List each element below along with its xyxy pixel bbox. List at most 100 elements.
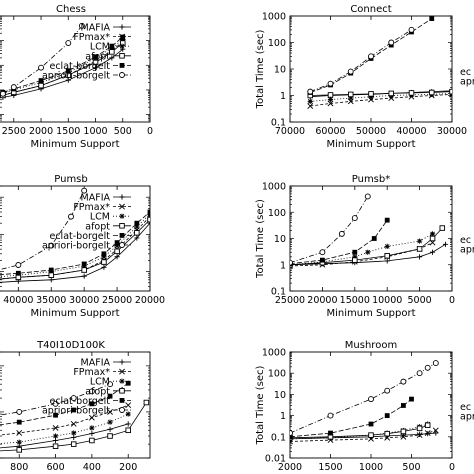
plot-frame xyxy=(0,351,151,459)
data-point-afopt xyxy=(388,90,395,97)
data-point-apriori-borgelt xyxy=(10,84,17,91)
data-point-afopt xyxy=(429,235,436,242)
x-tick-label: 0 xyxy=(449,462,455,473)
data-point-afopt xyxy=(429,89,435,96)
data-point-LCM xyxy=(429,231,436,237)
series-line-apriori-borgelt xyxy=(0,190,85,271)
legend-label: LCM xyxy=(90,212,110,223)
data-point-apriori-borgelt xyxy=(107,381,113,388)
data-point-FPmax* xyxy=(424,430,431,436)
y-tick-label: 1 xyxy=(280,260,286,271)
legend: ecapri xyxy=(460,402,474,423)
data-point-apriori-borgelt xyxy=(88,388,95,395)
legend-label-clipped: ec xyxy=(460,67,471,78)
legend-label: MAFIA xyxy=(81,23,111,34)
x-tick-label: 15000 xyxy=(340,295,370,306)
data-point-apriori-borgelt xyxy=(347,68,354,75)
data-point-apriori-borgelt xyxy=(78,22,85,29)
data-point-LCM xyxy=(352,254,358,260)
x-tick-label: 600 xyxy=(46,462,64,473)
legend-label: MAFIA xyxy=(81,358,111,369)
y-tick-label: 10 xyxy=(274,390,286,401)
y-tick-label: 1 xyxy=(280,91,286,102)
data-point-MAFIA xyxy=(92,65,99,71)
y-tick-label: 1000 xyxy=(262,348,286,359)
legend-label: afopt xyxy=(85,221,110,232)
data-point-eclat-borgelt xyxy=(65,68,71,74)
data-point-MAFIA xyxy=(101,264,107,270)
data-point-apriori-borgelt xyxy=(400,378,407,385)
series-line-FPmax* xyxy=(310,94,452,107)
data-point-afopt xyxy=(143,399,150,406)
data-point-LCM xyxy=(384,243,390,250)
legend-marker xyxy=(119,398,125,403)
data-point-apriori-borgelt xyxy=(290,430,293,437)
x-axis-label: Minimum Support xyxy=(326,308,415,319)
x-tick-label: 60000 xyxy=(315,126,345,137)
x-tick-label: 800 xyxy=(10,462,28,473)
chart-2: Connect 70000 60000 50000 40000 30000 0.1 1 10 10… xyxy=(255,4,474,150)
data-point-MAFIA xyxy=(107,426,113,432)
data-point-FPmax* xyxy=(52,424,59,431)
chart-title: Pumsb xyxy=(54,174,88,185)
data-point-eclat-borgelt xyxy=(368,421,374,427)
legend-label: eclat-borgelt xyxy=(49,396,110,407)
data-point-afopt xyxy=(114,248,120,255)
y-tick-label: 100 xyxy=(268,208,286,219)
data-point-afopt xyxy=(134,230,140,236)
series-line-FPmax* xyxy=(290,430,436,442)
legend-label: LCM xyxy=(90,377,110,388)
data-point-eclat-borgelt xyxy=(320,257,325,263)
data-point-apriori-borgelt xyxy=(416,370,423,377)
series-line-afopt xyxy=(0,402,147,452)
data-point-eclat-borgelt xyxy=(89,401,95,407)
legend-marker xyxy=(119,53,125,59)
data-point-afopt xyxy=(384,430,390,437)
data-point-afopt xyxy=(101,259,107,265)
series-line-apriori-borgelt xyxy=(290,362,437,434)
data-point-eclat-borgelt xyxy=(81,261,87,267)
data-point-apriori-borgelt xyxy=(0,90,6,97)
legend: ecapri xyxy=(460,67,474,88)
legend-marker xyxy=(119,233,125,238)
series-line-apriori-borgelt xyxy=(310,29,412,92)
y-tick-label: 1000 xyxy=(262,12,286,23)
series-group xyxy=(0,187,150,284)
data-point-afopt xyxy=(424,422,431,429)
chart-title: Mushroom xyxy=(345,340,397,351)
legend-label: apriori-borgelt xyxy=(42,71,110,82)
y-tick-label: 0.1 xyxy=(271,118,286,129)
chart-3: Pumsb 40000 35000 30000 25000 20000 Minimum Su… xyxy=(0,174,165,319)
x-tick-label: 500 xyxy=(114,126,132,137)
data-point-MAFIA xyxy=(89,430,95,437)
data-point-LCM xyxy=(16,439,22,445)
y-axis-label: Total Time (sec) xyxy=(255,365,266,445)
legend-marker xyxy=(119,63,125,68)
data-point-afopt xyxy=(48,272,55,278)
data-point-afopt xyxy=(52,443,59,449)
data-point-apriori-borgelt xyxy=(65,40,72,46)
x-tick-label: 70000 xyxy=(275,126,305,137)
data-point-FPmax* xyxy=(125,402,132,409)
y-tick-label: 0.1 xyxy=(271,432,286,443)
data-point-eclat-borgelt xyxy=(107,393,113,399)
data-point-apriori-borgelt xyxy=(52,400,59,407)
data-point-MAFIA xyxy=(417,254,423,260)
data-point-eclat-borgelt xyxy=(48,267,54,273)
data-point-apriori-borgelt xyxy=(368,53,374,60)
data-point-MAFIA xyxy=(71,434,77,441)
data-point-eclat-borgelt xyxy=(16,419,22,425)
data-point-FPmax* xyxy=(416,432,423,439)
chart-6: Mushroom 2000 1500 1000 500 0 0.01 0.1 1 10 100 100… xyxy=(255,340,474,473)
legend-marker xyxy=(119,359,125,365)
data-point-MAFIA xyxy=(52,437,59,444)
legend-marker xyxy=(119,24,125,30)
data-point-LCM xyxy=(114,242,120,249)
series-line-apriori-borgelt xyxy=(0,383,111,416)
data-point-MAFIA xyxy=(114,254,120,260)
data-point-MAFIA xyxy=(125,421,131,427)
data-point-eclat-borgelt xyxy=(15,270,21,276)
data-point-apriori-borgelt xyxy=(368,396,374,403)
data-point-afopt xyxy=(348,91,354,98)
data-point-LCM xyxy=(101,254,107,260)
